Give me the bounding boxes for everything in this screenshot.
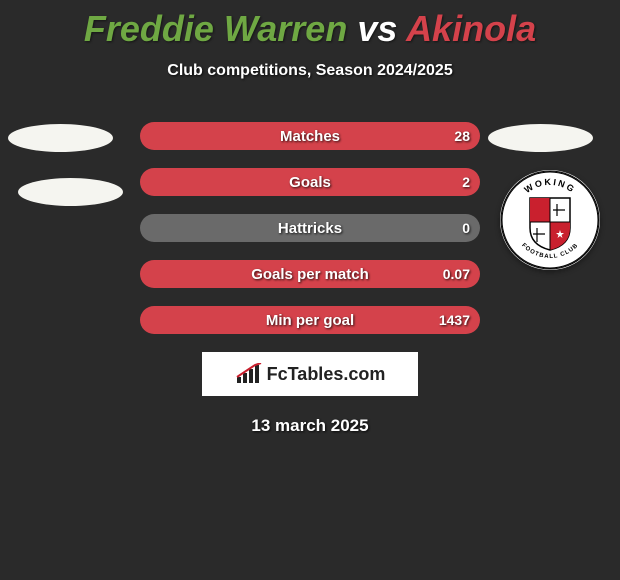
stat-label: Min per goal bbox=[140, 306, 480, 334]
club-badge-player1 bbox=[18, 178, 123, 206]
date-label: 13 march 2025 bbox=[0, 416, 620, 436]
stat-value-right: 1437 bbox=[439, 306, 470, 334]
stat-value-right: 28 bbox=[454, 122, 470, 150]
bar-chart-icon bbox=[235, 363, 263, 385]
title-player2: Akinola bbox=[406, 8, 536, 49]
stat-value-right: 0.07 bbox=[443, 260, 470, 288]
stat-value-right: 0 bbox=[462, 214, 470, 242]
stat-row: Matches28 bbox=[140, 122, 480, 150]
avatar-player2 bbox=[488, 124, 593, 152]
stat-row: Hattricks0 bbox=[140, 214, 480, 242]
stat-value-right: 2 bbox=[462, 168, 470, 196]
stat-label: Goals per match bbox=[140, 260, 480, 288]
page-title: Freddie Warren vs Akinola bbox=[0, 0, 620, 50]
title-vs: vs bbox=[357, 8, 397, 49]
logo-text: FcTables.com bbox=[267, 364, 386, 385]
stat-row: Goals2 bbox=[140, 168, 480, 196]
stat-label: Goals bbox=[140, 168, 480, 196]
title-player1: Freddie Warren bbox=[84, 8, 347, 49]
club-crest-player2: WOKING FOOTBALL CLUB bbox=[500, 170, 600, 270]
subtitle: Club competitions, Season 2024/2025 bbox=[0, 62, 620, 80]
fctables-logo: FcTables.com bbox=[202, 352, 418, 396]
stat-label: Matches bbox=[140, 122, 480, 150]
stat-row: Goals per match0.07 bbox=[140, 260, 480, 288]
stat-label: Hattricks bbox=[140, 214, 480, 242]
stat-row: Min per goal1437 bbox=[140, 306, 480, 334]
crest-shield bbox=[530, 198, 570, 250]
avatar-player1 bbox=[8, 124, 113, 152]
